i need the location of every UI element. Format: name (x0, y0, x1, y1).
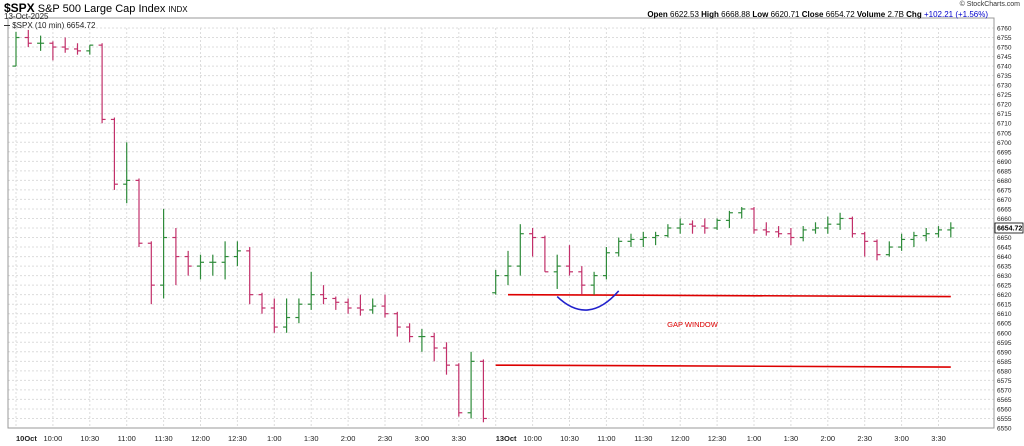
y-tick-label: 6585 (997, 359, 1012, 366)
y-tick-label: 6690 (997, 159, 1012, 166)
gap-trendline (507, 293, 951, 298)
x-tick-label: 1:30 (784, 434, 799, 443)
y-tick-label: 6600 (997, 330, 1012, 337)
y-tick-label: 6685 (997, 168, 1012, 175)
x-tick-label: 12:30 (708, 434, 727, 443)
x-tick-label: 3:30 (931, 434, 946, 443)
x-tick-label: 3:00 (415, 434, 430, 443)
x-tick-label: 11:00 (118, 434, 136, 443)
x-tick-label: 11:30 (154, 434, 172, 443)
y-tick-label: 6605 (997, 321, 1012, 328)
x-tick-label: 11:00 (597, 434, 615, 443)
y-tick-label: 6570 (997, 387, 1012, 394)
y-tick-label: 6565 (997, 397, 1012, 404)
y-tick-label: 6675 (997, 187, 1012, 194)
y-tick-label: 6645 (997, 245, 1012, 252)
y-tick-label: 6735 (997, 73, 1012, 80)
symbol-name: S&P 500 Large Cap Index (37, 3, 166, 15)
y-tick-label: 6660 (997, 216, 1012, 223)
y-tick-label: 6745 (997, 54, 1012, 61)
x-tick-label: 11:30 (634, 434, 652, 443)
volume-value: 2.7B (887, 10, 904, 19)
y-tick-label: 6555 (997, 416, 1012, 423)
low-value: 6620.71 (770, 10, 800, 19)
y-tick-label: 6590 (997, 349, 1012, 356)
x-tick-label: 2:00 (820, 434, 835, 443)
y-tick-label: 6755 (997, 35, 1012, 42)
last-price-label: 6654.72 (997, 226, 1022, 233)
y-tick-label: 6720 (997, 102, 1012, 109)
x-tick-label: 10:00 (523, 434, 542, 443)
high-value: 6668.88 (721, 10, 751, 19)
open-value: 6622.53 (670, 10, 699, 19)
x-tick-label: 3:30 (451, 434, 466, 443)
chg-value: +102.21 (+1.56%) (923, 10, 988, 19)
x-tick-label: 2:30 (857, 434, 872, 443)
y-tick-label: 6560 (997, 406, 1012, 413)
open-label: Open (647, 10, 668, 19)
low-label: Low (752, 10, 769, 19)
close-label: Close (801, 10, 824, 19)
y-tick-label: 6665 (997, 206, 1012, 213)
y-tick-label: 6625 (997, 283, 1012, 290)
gap-window-label: GAP WINDOW (667, 320, 719, 329)
chg-label: Chg (906, 10, 922, 19)
legend-text: $SPX (10 min) 6654.72 (12, 21, 96, 30)
close-value: 6654.72 (825, 10, 855, 19)
symbol-header: $SPX S&P 500 Large Cap Index INDX (4, 1, 188, 15)
x-tick-label: 12:00 (671, 434, 690, 443)
high-label: High (701, 10, 719, 19)
y-tick-label: 6750 (997, 45, 1012, 52)
x-tick-label: 2:00 (341, 434, 356, 443)
y-tick-label: 6635 (997, 264, 1012, 271)
x-tick-label: 13Oct (496, 434, 517, 443)
y-tick-label: 6670 (997, 197, 1012, 204)
y-tick-label: 6595 (997, 340, 1012, 347)
last-price-box (994, 222, 1024, 234)
y-tick-label: 6650 (997, 235, 1012, 242)
y-tick-label: 6740 (997, 64, 1012, 71)
x-tick-label: 12:00 (191, 434, 210, 443)
y-tick-label: 6615 (997, 302, 1012, 309)
y-tick-label: 6640 (997, 254, 1012, 261)
x-tick-label: 12:30 (228, 434, 247, 443)
rounding-arc (556, 290, 620, 311)
symbol-ticker: $SPX (4, 1, 35, 15)
series-legend: $SPX (10 min) 6654.72 (4, 21, 95, 30)
ohlc-readout: Open 6622.53 High 6668.88 Low 6620.71 Cl… (647, 10, 988, 19)
chart-date: 13-Oct-2025 (4, 12, 49, 21)
y-tick-label: 6610 (997, 311, 1012, 318)
y-tick-label: 6760 (997, 26, 1012, 33)
plot-frame (7, 17, 995, 429)
y-tick-label: 6715 (997, 111, 1012, 118)
gap-trendline (495, 364, 951, 368)
y-tick-label: 6630 (997, 273, 1012, 280)
y-tick-label: 6705 (997, 130, 1012, 137)
x-tick-label: 10Oct (16, 434, 37, 443)
x-tick-label: 3:00 (894, 434, 909, 443)
y-tick-label: 6580 (997, 368, 1012, 375)
y-tick-label: 6730 (997, 83, 1012, 90)
legend-swatch (4, 24, 10, 27)
y-tick-label: 6680 (997, 178, 1012, 185)
x-tick-label: 1:00 (747, 434, 762, 443)
y-tick-label: 6695 (997, 149, 1012, 156)
copyright: © StockCharts.com (959, 1, 1020, 8)
x-tick-label: 10:30 (560, 434, 579, 443)
symbol-exchange: INDX (168, 5, 188, 14)
y-tick-label: 6550 (997, 426, 1012, 433)
x-tick-label: 10:30 (80, 434, 99, 443)
x-tick-label: 1:00 (267, 434, 282, 443)
y-tick-label: 6725 (997, 92, 1012, 99)
y-tick-label: 6700 (997, 140, 1012, 147)
y-tick-label: 6710 (997, 121, 1012, 128)
x-tick-label: 2:30 (378, 434, 393, 443)
y-tick-label: 6620 (997, 292, 1012, 299)
x-tick-label: 10:00 (44, 434, 63, 443)
volume-label: Volume (856, 10, 886, 19)
y-tick-label: 6575 (997, 378, 1012, 385)
x-tick-label: 1:30 (304, 434, 319, 443)
